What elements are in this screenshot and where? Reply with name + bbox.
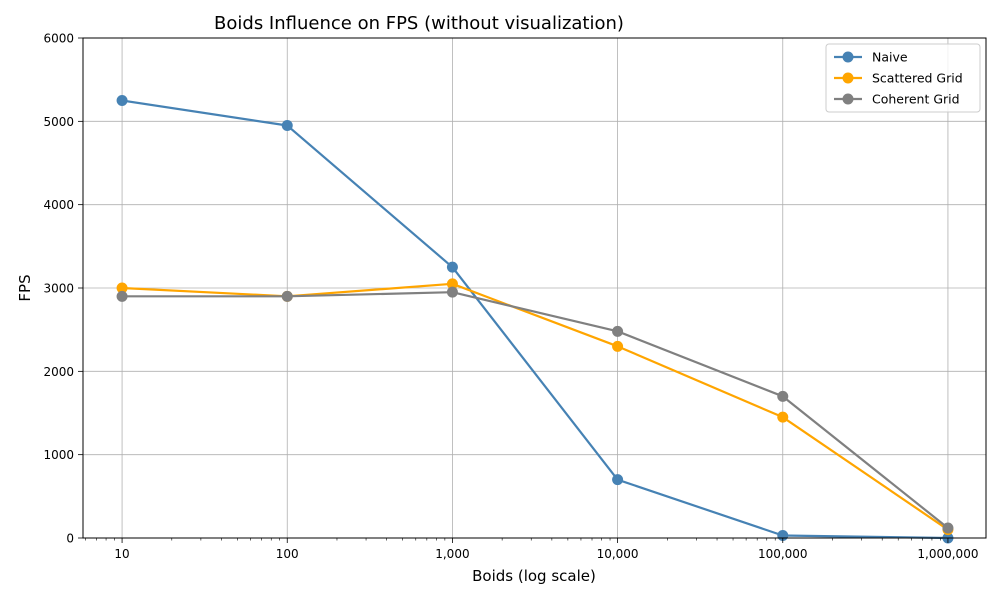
x-axis-title: Boids (log scale) xyxy=(472,567,596,585)
legend-box xyxy=(825,43,981,113)
data-point-coherent-grid xyxy=(612,325,624,337)
y-tick-label: 4000 xyxy=(43,198,74,212)
y-tick-label: 3000 xyxy=(43,282,74,296)
data-point-coherent-grid xyxy=(446,286,458,298)
y-tick-label: 0 xyxy=(66,532,74,546)
x-tick-label: 10,000 xyxy=(597,547,639,561)
data-point-naive xyxy=(446,261,458,273)
data-point-coherent-grid xyxy=(281,290,293,302)
y-tick-label: 5000 xyxy=(43,115,74,129)
data-point-coherent-grid xyxy=(777,390,789,402)
plot-series xyxy=(116,95,954,544)
x-tick-label: 1,000 xyxy=(435,547,469,561)
axis-ticks: 10 100 1,000 10,000 100,000 1,000,000 0 1000 200… xyxy=(43,32,978,562)
legend-label: Coherent Grid xyxy=(872,92,960,107)
data-point-naive xyxy=(116,95,128,106)
legend-item-naive: Naive xyxy=(834,50,908,65)
series-naive xyxy=(116,95,954,544)
data-point-naive xyxy=(281,120,293,131)
legend-item-coherent-grid: Coherent Grid xyxy=(834,92,960,107)
data-point-coherent-grid xyxy=(116,290,128,302)
legend-label: Naive xyxy=(872,50,908,65)
x-tick-label: 1,000,000 xyxy=(917,547,978,561)
series-line-naive xyxy=(121,99,948,540)
legend: Naive Scattered Grid Coherent Grid xyxy=(825,43,981,113)
x-tick-label: 100 xyxy=(276,547,299,561)
y-tick-label: 6000 xyxy=(43,32,74,46)
data-point-scattered-grid xyxy=(446,278,458,290)
x-tick-label: 10 xyxy=(114,547,129,561)
series-line-scattered-grid xyxy=(122,282,949,531)
chart-title: Boids Influence on FPS (without visualiz… xyxy=(214,13,624,34)
legend-item-scattered-grid: Scattered Grid xyxy=(834,71,963,86)
data-point-scattered-grid xyxy=(612,340,624,352)
y-tick-label: 2000 xyxy=(43,365,74,379)
data-point-scattered-grid xyxy=(777,411,789,423)
y-tick-label: 1000 xyxy=(43,448,74,462)
legend-marker xyxy=(842,93,854,105)
x-tick-label: 100,000 xyxy=(758,547,808,561)
data-point-coherent-grid xyxy=(942,522,954,534)
legend-marker xyxy=(842,51,854,63)
y-axis-title: FPS xyxy=(16,274,34,301)
data-point-scattered-grid xyxy=(116,282,128,294)
legend-label: Scattered Grid xyxy=(872,71,963,86)
legend-marker xyxy=(842,72,854,84)
series-coherent-grid xyxy=(116,286,954,534)
series-line-coherent-grid xyxy=(122,291,949,529)
data-point-naive xyxy=(612,474,624,486)
